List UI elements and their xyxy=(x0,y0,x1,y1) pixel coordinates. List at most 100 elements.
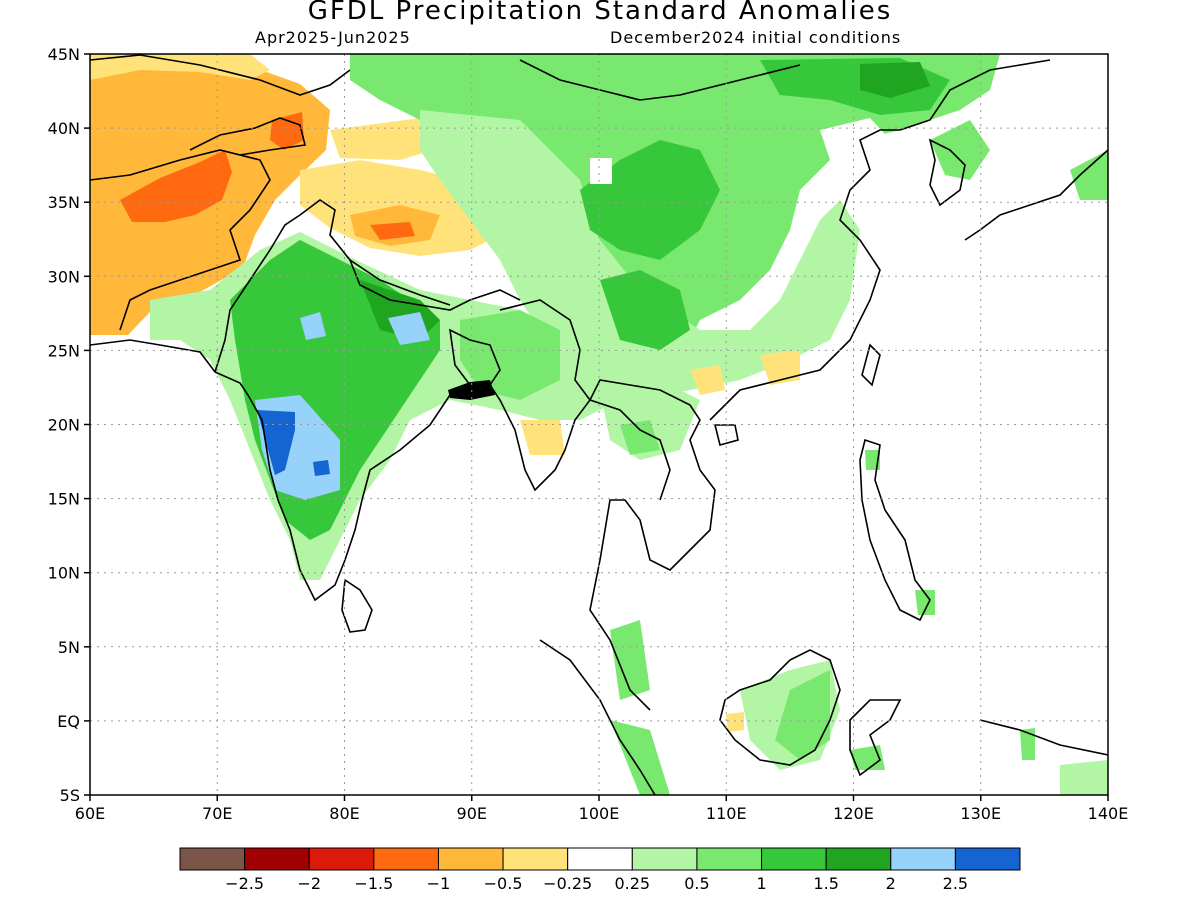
anomaly-shading xyxy=(90,54,1108,795)
lat-tick-label: 20N xyxy=(48,416,80,435)
lat-tick-label: 25N xyxy=(48,341,80,360)
initial-conditions: December2024 initial conditions xyxy=(610,28,902,47)
anomaly-region-nepal-lightblue xyxy=(388,312,430,345)
forecast-period: Apr2025-Jun2025 xyxy=(255,28,411,47)
longitude-labels: 60E 70E 80E 90E 100E 110E 120E 130E 140E xyxy=(75,804,1129,823)
coastline-arabian-sea xyxy=(90,339,716,711)
anomaly-region-laos-wet xyxy=(620,420,660,455)
lon-tick-label: 60E xyxy=(75,804,105,823)
anomaly-region-manchuria-dark xyxy=(860,62,930,98)
anomaly-region-japan-wet xyxy=(1070,150,1108,200)
anomaly-region-tajikistan-core xyxy=(270,112,304,150)
colorbar-label: 1 xyxy=(756,874,766,893)
anomaly-region-dry-spot-east xyxy=(760,350,800,385)
anomaly-region-east-china-white xyxy=(820,118,900,170)
colorbar-label: −1.5 xyxy=(354,874,393,893)
anomaly-region-newguinea-light xyxy=(1060,760,1108,795)
border-afghanistan xyxy=(90,149,271,331)
coastline-sri-lanka xyxy=(341,578,373,633)
anomaly-region-sumatra-wet xyxy=(610,720,670,795)
colorbar-swatch xyxy=(502,847,569,871)
border-china-mongolia xyxy=(519,59,801,101)
colorbar-swatch xyxy=(696,847,763,871)
lat-tick-label: 45N xyxy=(48,45,80,64)
colorbar-label: −0.5 xyxy=(484,874,523,893)
border-myanmar xyxy=(499,299,591,401)
coastlines xyxy=(90,54,1108,795)
lat-tick-label: 5S xyxy=(60,786,80,805)
anomaly-region-myanmar-coast-dry xyxy=(520,420,565,455)
coastline-japan xyxy=(964,149,1108,241)
anomaly-region-dry-spot-south-china xyxy=(690,365,725,395)
anomaly-region-borneo-wet xyxy=(775,670,830,760)
border-tajikistan xyxy=(189,117,306,156)
colorbar-label: −1 xyxy=(427,874,451,893)
lon-tick-label: 70E xyxy=(202,804,232,823)
anomaly-region-malaysia-wet xyxy=(610,620,650,700)
lat-tick-label: EQ xyxy=(57,712,80,731)
lat-tick-label: 35N xyxy=(48,193,80,212)
lat-tick-label: 10N xyxy=(48,564,80,583)
anomaly-region-deccan-blue xyxy=(313,460,330,476)
anomaly-region-afghanistan-core xyxy=(120,150,232,222)
latitude-labels: 45N 40N 35N 30N 25N 20N 15N 10N 5N EQ 5S xyxy=(48,45,80,805)
colorbar-swatch xyxy=(179,847,246,871)
colorbar-swatch xyxy=(631,847,698,871)
lon-tick-label: 120E xyxy=(833,804,874,823)
lon-tick-label: 110E xyxy=(706,804,747,823)
anomaly-region-china-core xyxy=(600,270,690,350)
anomaly-region-borneo-dry xyxy=(726,712,744,732)
colorbar-label: −0.25 xyxy=(543,874,592,893)
anomaly-region-white-hole xyxy=(590,158,612,184)
coastline-new-guinea xyxy=(979,719,1108,756)
anomaly-region-tibet-core xyxy=(370,222,415,240)
anomaly-region-mongolia-core xyxy=(580,140,720,260)
coastline-korea xyxy=(928,138,966,207)
colorbar-swatch xyxy=(890,847,956,871)
colorbar-label: 2 xyxy=(886,874,896,893)
border-indochina xyxy=(589,399,671,501)
lon-tick-label: 90E xyxy=(457,804,487,823)
lon-tick-label: 130E xyxy=(960,804,1001,823)
anomaly-region-philippines-wet xyxy=(865,450,880,470)
anomaly-region-north-light xyxy=(420,110,860,400)
colorbar-label: 1.5 xyxy=(813,874,838,893)
colorbar-swatch xyxy=(825,847,892,871)
graticule xyxy=(90,54,1108,795)
coastline-borneo xyxy=(719,649,841,766)
colorbar-swatch xyxy=(567,847,633,871)
coastline-sulawesi xyxy=(849,699,902,777)
colorbar: −2.5 −2 −1.5 −1 −0.5 −0.25 0.25 0.5 1 1.5 2 2.5 xyxy=(179,847,1021,893)
anomaly-region-western-india-blue xyxy=(257,410,295,475)
anomaly-region-bangladesh-wet xyxy=(460,310,560,400)
coastline-hainan xyxy=(713,424,739,446)
colorbar-label: 0.25 xyxy=(614,874,650,893)
colorbar-swatch xyxy=(761,847,827,871)
lon-tick-label: 80E xyxy=(329,804,359,823)
lat-tick-label: 30N xyxy=(48,267,80,286)
anomaly-region-central-asia-light xyxy=(90,54,270,80)
border-bangladesh xyxy=(448,328,501,386)
anomaly-region-mindanao-wet xyxy=(915,590,935,615)
anomaly-region-korea-wet xyxy=(930,120,990,180)
colorbar-swatch xyxy=(954,847,1021,871)
lat-tick-label: 40N xyxy=(48,119,80,138)
colorbar-label: 0.5 xyxy=(684,874,709,893)
colorbar-swatch xyxy=(437,847,504,871)
map-title: GFDL Precipitation Standard Anomalies xyxy=(307,0,893,26)
colorbar-swatch xyxy=(244,847,310,871)
lon-tick-label: 100E xyxy=(579,804,620,823)
colorbar-swatch xyxy=(373,847,439,871)
colorbar-swatch xyxy=(308,847,375,871)
coastline-taiwan xyxy=(861,343,881,387)
coastline-philippines xyxy=(859,438,931,622)
anomaly-region-newguinea-wet xyxy=(1020,728,1035,760)
colorbar-label: 2.5 xyxy=(943,874,968,893)
border-india-pakistan xyxy=(214,199,451,373)
anomaly-region-india-lightblue-north xyxy=(300,312,326,340)
border-himalaya xyxy=(349,259,521,311)
lat-tick-label: 5N xyxy=(58,638,80,657)
colorbar-label: −2 xyxy=(297,874,321,893)
colorbar-label: −2.5 xyxy=(225,874,264,893)
